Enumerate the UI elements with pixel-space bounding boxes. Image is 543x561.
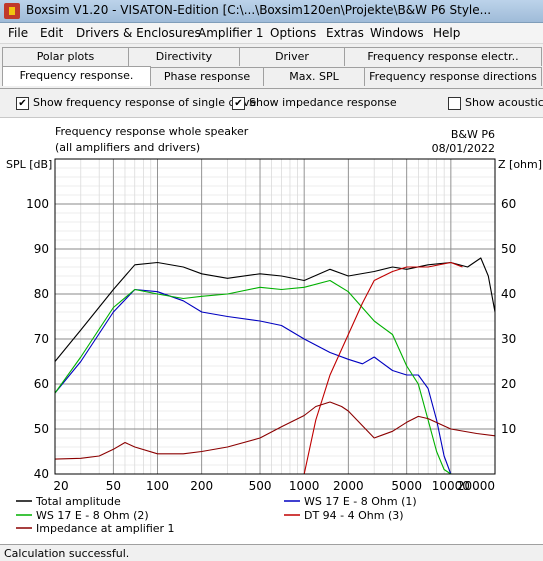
x-tick-label: 20 — [53, 479, 68, 493]
y-tick-label: 100 — [26, 197, 49, 211]
impedance-label: Show impedance response — [249, 96, 397, 109]
status-text: Calculation successful. — [4, 547, 130, 560]
impedance-checkbox[interactable]: ✔ — [232, 97, 245, 110]
y-tick-label: 60 — [34, 377, 49, 391]
plot-panel: Frequency response whole speaker (all am… — [0, 118, 543, 544]
app-icon — [4, 3, 20, 19]
menu-extras[interactable]: Extras — [326, 26, 364, 40]
acoustic-label: Show acoustic p — [465, 96, 543, 109]
tab-directivity[interactable]: Directivity — [128, 47, 240, 66]
plot-title-line1: Frequency response whole speaker — [55, 125, 249, 138]
plot-frame — [54, 158, 496, 475]
series-line-1 — [54, 288, 495, 475]
legend-entry: Total amplitude — [35, 495, 121, 508]
tab-max-spl[interactable]: Max. SPL — [263, 67, 365, 86]
y-tick-label: 40 — [34, 467, 49, 481]
legend: Total amplitude WS 17 E - 8 Ohm (1) WS 17 … — [16, 495, 417, 535]
y2-tick-label: 50 — [501, 242, 516, 256]
tab-driver[interactable]: Driver — [239, 47, 345, 66]
tab-frequency-response[interactable]: Frequency response. — [2, 66, 151, 86]
y-tick-label: 70 — [34, 332, 49, 346]
y-left-label: SPL [dB] — [6, 158, 52, 171]
x-tick-label: 1000 — [289, 479, 320, 493]
menu-drivers-enclosures[interactable]: Drivers & Enclosures — [76, 26, 201, 40]
menu-windows[interactable]: Windows — [370, 26, 424, 40]
series-line-3 — [303, 261, 463, 475]
window-title: Boxsim V1.20 - VISATON-Edition [C:\...\B… — [26, 3, 492, 17]
single-drive-checkbox[interactable]: ✔ — [16, 97, 29, 110]
plot-date: 08/01/2022 — [432, 142, 495, 155]
legend-entry: DT 94 - 4 Ohm (3) — [304, 509, 404, 522]
title-bar: Boxsim V1.20 - VISATON-Edition [C:\...\B… — [0, 0, 543, 23]
menu-edit[interactable]: Edit — [40, 26, 64, 40]
y-tick-label: 80 — [34, 287, 49, 301]
y2-tick-label: 40 — [501, 287, 516, 301]
legend-entry: Impedance at amplifier 1 — [36, 522, 175, 535]
x-tick-label: 200 — [190, 479, 213, 493]
y2-tick-label: 60 — [501, 197, 516, 211]
tab-polar-plots[interactable]: Polar plots — [2, 47, 129, 66]
tab-strip: Polar plots Directivity Driver Frequency… — [0, 44, 543, 89]
x-tick-label: 5000 — [391, 479, 422, 493]
x-tick-label: 20000 — [457, 479, 495, 493]
tab-frequency-response-electr[interactable]: Frequency response electr.. — [344, 47, 542, 66]
legend-entry: WS 17 E - 8 Ohm (2) — [36, 509, 149, 522]
series-line-2 — [54, 279, 452, 475]
series-line-4 — [54, 401, 496, 460]
menu-options[interactable]: Options — [270, 26, 317, 40]
status-bar: Calculation successful. — [0, 544, 543, 561]
x-tick-label: 500 — [249, 479, 272, 493]
x-tick-label: 100 — [146, 479, 169, 493]
options-bar: ✔ Show frequency response of single driv… — [0, 89, 543, 118]
tab-frequency-response-directions[interactable]: Frequency response directions — [364, 67, 542, 86]
y-tick-label: 50 — [34, 422, 49, 436]
menu-file[interactable]: File — [8, 26, 29, 40]
legend-entry: WS 17 E - 8 Ohm (1) — [304, 495, 417, 508]
x-tick-label: 10000 — [432, 479, 470, 493]
single-drive-label: Show frequency response of single drive — [33, 96, 257, 109]
series-line-0 — [54, 257, 496, 362]
x-tick-label: 50 — [106, 479, 121, 493]
menu-amplifier[interactable]: Amplifier 1 — [198, 26, 264, 40]
frequency-response-chart: Frequency response whole speaker (all am… — [6, 125, 542, 535]
menu-help[interactable]: Help — [433, 26, 461, 40]
plot-title-line2: (all amplifiers and drivers) — [55, 141, 200, 154]
tab-phase-response[interactable]: Phase response — [150, 67, 264, 86]
y2-tick-label: 10 — [501, 422, 516, 436]
acoustic-checkbox[interactable] — [448, 97, 461, 110]
y-right-label: Z [ohm] — [498, 158, 542, 171]
menu-bar: File Edit Drivers & Enclosures Amplifier… — [0, 23, 543, 44]
y2-tick-label: 20 — [501, 377, 516, 391]
y2-tick-label: 30 — [501, 332, 516, 346]
y-tick-label: 90 — [34, 242, 49, 256]
plot-project: B&W P6 — [451, 128, 495, 141]
x-tick-label: 2000 — [333, 479, 364, 493]
